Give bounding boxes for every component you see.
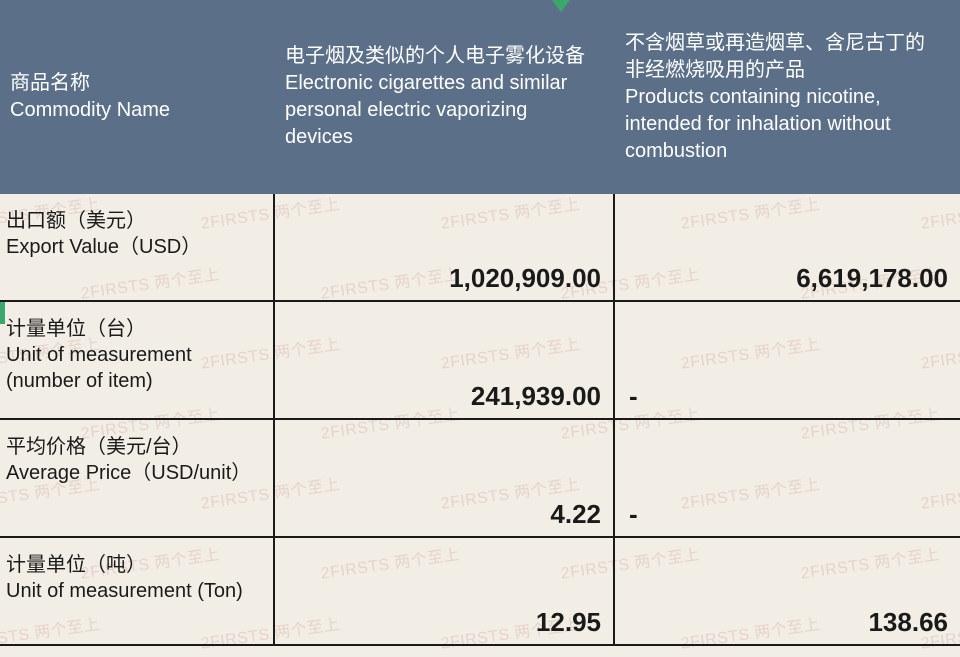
value-cell: 12.95 bbox=[275, 538, 615, 644]
label-cn: 计量单位（台） bbox=[6, 316, 263, 342]
row-label-unit-items: 计量单位（台） Unit of measurement (number of i… bbox=[0, 302, 275, 418]
header-cell-nicotine: 不含烟草或再造烟草、含尼古丁的非经燃烧吸用的产品 Products contai… bbox=[615, 0, 960, 194]
value-cell: 1,020,909.00 bbox=[275, 194, 615, 300]
label-cn: 出口额（美元） bbox=[6, 208, 263, 234]
value-cell-dash: - bbox=[615, 420, 960, 536]
value-cell: 241,939.00 bbox=[275, 302, 615, 418]
header-cn: 电子烟及类似的个人电子雾化设备 bbox=[285, 43, 597, 70]
row-label-avg-price: 平均价格（美元/台） Average Price（USD/unit） bbox=[0, 420, 275, 536]
row-label-unit-ton: 计量单位（吨） Unit of measurement (Ton) bbox=[0, 538, 275, 644]
label-cn: 平均价格（美元/台） bbox=[6, 434, 263, 460]
header-cell-ecig: 电子烟及类似的个人电子雾化设备 Electronic cigarettes an… bbox=[275, 0, 615, 194]
export-table-page: 商品名称 Commodity Name 电子烟及类似的个人电子雾化设备 Elec… bbox=[0, 0, 960, 657]
label-en: Unit of measurement (Ton) bbox=[6, 578, 263, 604]
value-cell: 138.66 bbox=[615, 538, 960, 644]
header-en: Products containing nicotine, intended f… bbox=[625, 84, 942, 165]
table-row: 计量单位（台） Unit of measurement (number of i… bbox=[0, 302, 960, 420]
label-en: Unit of measurement (number of item) bbox=[6, 342, 263, 394]
value-cell-dash: - bbox=[615, 302, 960, 418]
table-row: 出口额（美元） Export Value（USD） 1,020,909.00 6… bbox=[0, 194, 960, 302]
header-cn: 商品名称 bbox=[10, 70, 257, 97]
accent-arrow-top bbox=[552, 0, 570, 12]
label-cn: 计量单位（吨） bbox=[6, 552, 263, 578]
table-body: 出口额（美元） Export Value（USD） 1,020,909.00 6… bbox=[0, 194, 960, 646]
table-row: 平均价格（美元/台） Average Price（USD/unit） 4.22 … bbox=[0, 420, 960, 538]
table-header-row: 商品名称 Commodity Name 电子烟及类似的个人电子雾化设备 Elec… bbox=[0, 0, 960, 194]
value-cell: 4.22 bbox=[275, 420, 615, 536]
row-label-export-value: 出口额（美元） Export Value（USD） bbox=[0, 194, 275, 300]
table-row: 计量单位（吨） Unit of measurement (Ton) 12.95 … bbox=[0, 538, 960, 646]
accent-tab-left bbox=[0, 302, 5, 324]
header-cell-commodity: 商品名称 Commodity Name bbox=[0, 0, 275, 194]
label-en: Average Price（USD/unit） bbox=[6, 460, 263, 486]
label-en: Export Value（USD） bbox=[6, 234, 263, 260]
header-en: Commodity Name bbox=[10, 97, 257, 124]
header-cn: 不含烟草或再造烟草、含尼古丁的非经燃烧吸用的产品 bbox=[625, 30, 942, 84]
value-cell: 6,619,178.00 bbox=[615, 194, 960, 300]
header-en: Electronic cigarettes and similar person… bbox=[285, 70, 597, 151]
